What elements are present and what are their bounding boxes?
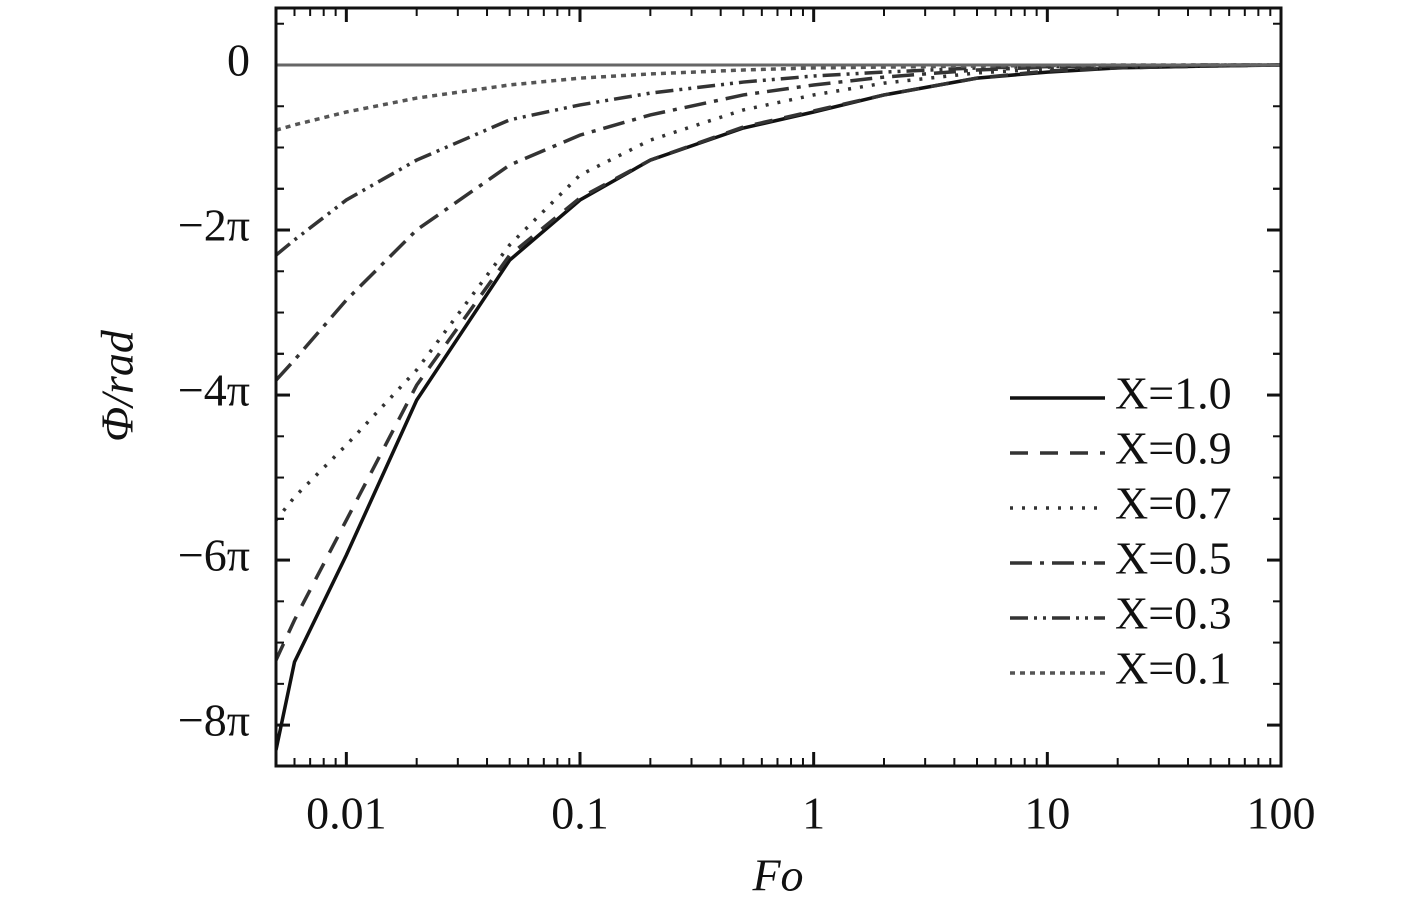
x-tick-label: 100 (1247, 788, 1316, 839)
x-tick-label: 1 (802, 788, 825, 839)
series-line (276, 63, 1281, 257)
y-tick-label: 0 (227, 35, 250, 86)
plot-frame (274, 6, 1283, 768)
x-tick-label: 0.01 (306, 788, 387, 839)
x-tick-label: 10 (1024, 788, 1070, 839)
series-line (276, 63, 1281, 661)
y-tick-label: −2π (178, 200, 250, 251)
series-line (276, 63, 1281, 382)
legend-label: X=0.7 (1115, 478, 1232, 529)
y-tick-label: −6π (178, 530, 250, 581)
legend-label: X=0.1 (1115, 643, 1232, 694)
y-tick-label: −4π (178, 365, 250, 416)
legend-label: X=0.5 (1115, 533, 1232, 584)
legend-label: X=0.3 (1115, 588, 1232, 639)
y-axis-label: Φ/rad (92, 329, 143, 442)
y-tick-label: −8π (178, 695, 250, 746)
x-tick-label: 0.1 (551, 788, 609, 839)
series-line (276, 63, 1281, 522)
legend-label: X=1.0 (1115, 368, 1232, 419)
x-axis-label: Fo (751, 850, 803, 901)
legend-label: X=0.9 (1115, 423, 1232, 474)
